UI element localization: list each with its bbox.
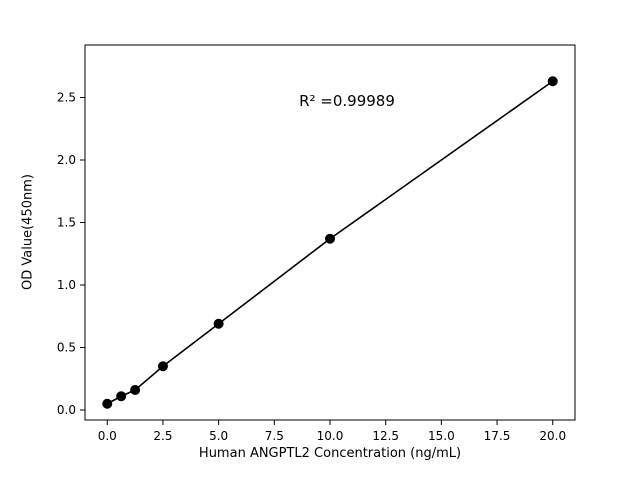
x-tick-label: 0.0 (98, 429, 117, 443)
y-tick-label: 2.5 (57, 91, 76, 105)
x-tick-label: 12.5 (372, 429, 399, 443)
data-point (130, 385, 141, 395)
y-tick-label: 0.5 (57, 341, 76, 355)
x-tick-label: 20.0 (539, 429, 566, 443)
y-tick-label: 1.5 (57, 216, 76, 230)
x-tick-label: 15.0 (428, 429, 455, 443)
y-tick-label: 0.0 (57, 403, 76, 417)
y-tick-label: 1.0 (57, 278, 76, 292)
x-tick-label: 7.5 (265, 429, 284, 443)
y-tick-label: 2.0 (57, 153, 76, 167)
data-point (157, 361, 168, 372)
data-point (213, 318, 224, 329)
data-point (547, 76, 558, 87)
x-tick-label: 5.0 (209, 429, 228, 443)
data-point (116, 391, 127, 402)
x-tick-label: 17.5 (484, 429, 511, 443)
x-axis-label: Human ANGPTL2 Concentration (ng/mL) (198, 446, 462, 461)
data-point (325, 233, 335, 244)
y-axis-label: OD Value(450nm) (20, 174, 36, 290)
x-tick-label: 10.0 (317, 429, 344, 443)
data-point (102, 398, 113, 409)
x-tick-label: 2.5 (153, 429, 172, 443)
r-squared-annotation: R² =0.99989 (299, 92, 395, 110)
